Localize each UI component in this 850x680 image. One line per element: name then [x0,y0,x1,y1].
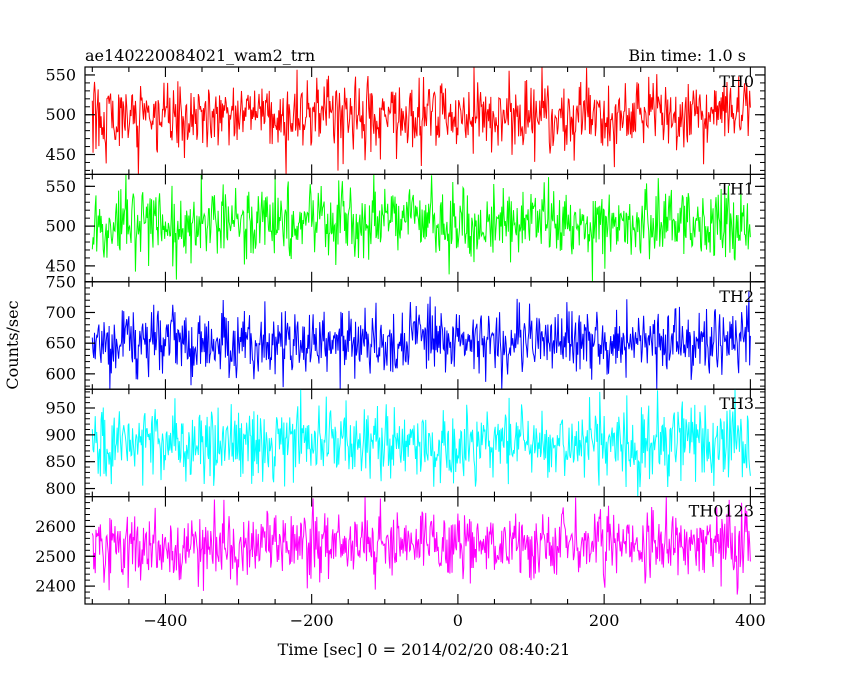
x-axis-label: Time [sec] 0 = 2014/02/20 08:40:21 [278,640,571,659]
y-tick-label: 650 [45,334,76,353]
y-tick-label: 750 [45,272,76,291]
series-label: TH2 [719,287,754,306]
y-tick-label: 500 [45,105,76,124]
y-tick-label: 550 [45,65,76,84]
panel-th1: 450 500 550 TH1 [45,173,766,283]
series-label: TH1 [719,179,754,198]
x-tick-label: −400 [143,611,187,630]
panel-th0: 450 500 550 TH0 [45,65,766,176]
y-tick-label: 500 [45,217,76,236]
y-tick-label: 700 [45,303,76,322]
y-tick-label: 800 [45,479,76,498]
series-line-th2 [91,291,751,390]
y-tick-label: 2600 [35,517,76,536]
y-tick-label: 450 [45,256,76,275]
x-tick-label: 400 [735,611,766,630]
y-tick-label: 600 [45,364,76,383]
series-label: TH0123 [689,502,754,521]
x-tick-label: 0 [453,611,463,630]
series-line-th1 [91,174,751,282]
series-line-th0123 [91,496,751,595]
panel-th3: 800 850 900 950 TH3 [45,388,766,498]
series-line-th0 [91,66,751,175]
y-axis-label: Counts/sec [3,300,22,389]
series-label: TH0 [719,72,754,91]
series-line-th3 [91,389,751,497]
y-tick-label: 950 [45,398,76,417]
observation-id: ae140220084021_wam2_trn [85,46,315,65]
y-tick-label: 850 [45,452,76,471]
y-tick-label: 2400 [35,577,76,596]
x-tick-label: −200 [290,611,334,630]
x-tick-label: 200 [589,611,620,630]
y-tick-label: 550 [45,177,76,196]
panel-th0123: 2400 2500 2600 TH0123 [35,496,766,605]
bin-time-label: Bin time: 1.0 s [628,46,746,65]
series-label: TH3 [719,394,754,413]
y-tick-label: 450 [45,145,76,164]
y-tick-label: 900 [45,425,76,444]
y-tick-label: 2500 [35,547,76,566]
panel-th2: 600 650 700 750 TH2 [45,272,766,390]
